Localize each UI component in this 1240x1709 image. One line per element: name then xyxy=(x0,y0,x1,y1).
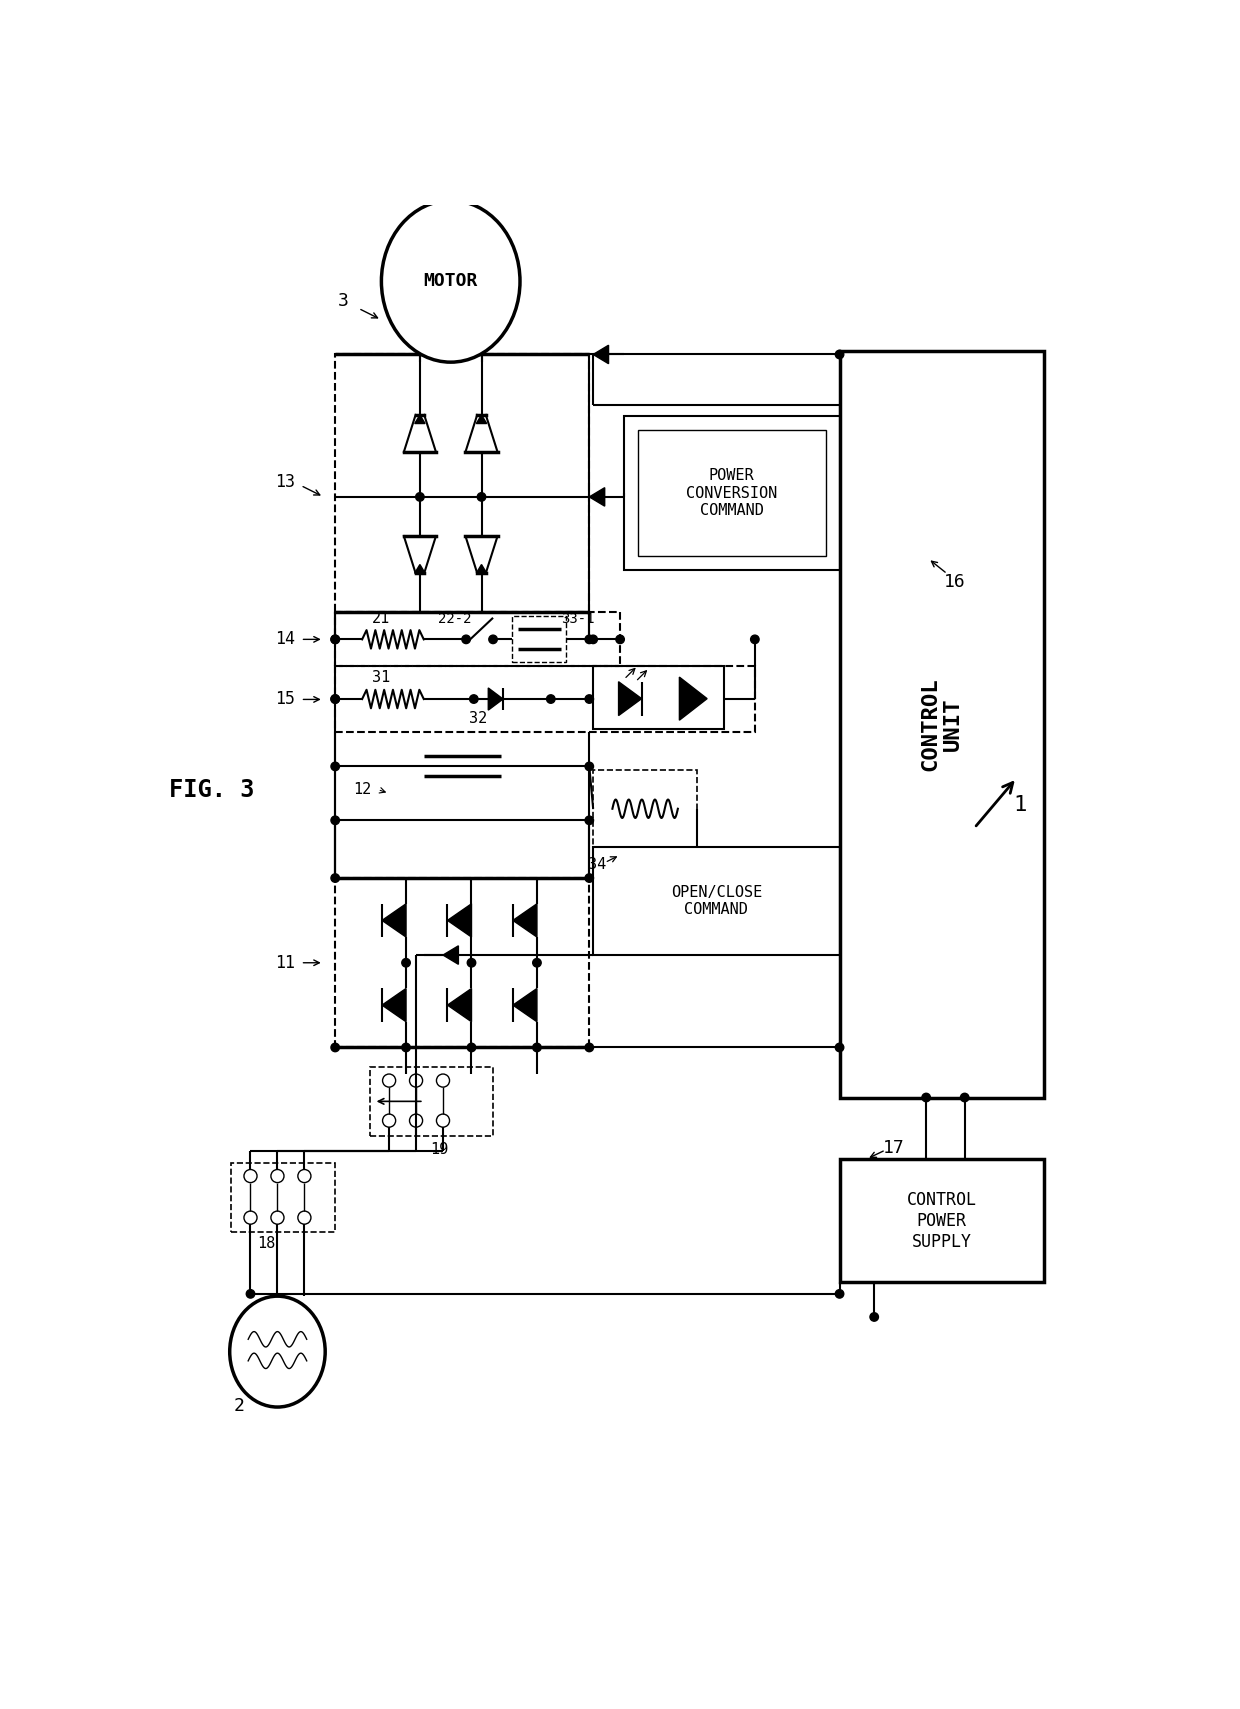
Circle shape xyxy=(331,696,340,704)
Polygon shape xyxy=(513,988,537,1022)
Polygon shape xyxy=(448,904,471,937)
Circle shape xyxy=(585,873,594,882)
Text: 2: 2 xyxy=(233,1396,244,1415)
Text: 13: 13 xyxy=(275,472,295,490)
Circle shape xyxy=(402,1042,410,1051)
Circle shape xyxy=(331,762,340,771)
Circle shape xyxy=(547,696,556,704)
Circle shape xyxy=(467,1042,476,1051)
Circle shape xyxy=(533,959,541,967)
Bar xyxy=(593,771,697,848)
Text: 32: 32 xyxy=(469,711,487,726)
Text: 3: 3 xyxy=(337,292,348,309)
Circle shape xyxy=(870,1313,878,1321)
Bar xyxy=(512,617,567,663)
Bar xyxy=(593,667,724,730)
Polygon shape xyxy=(589,487,605,506)
Circle shape xyxy=(961,1094,968,1102)
Text: MOTOR: MOTOR xyxy=(424,272,477,291)
Bar xyxy=(335,354,589,612)
Text: 14: 14 xyxy=(275,631,295,648)
Circle shape xyxy=(331,636,340,644)
Bar xyxy=(839,350,1044,1097)
Text: CONTROL
POWER
SUPPLY: CONTROL POWER SUPPLY xyxy=(906,1191,977,1251)
Circle shape xyxy=(533,1042,541,1051)
Bar xyxy=(335,878,589,1048)
Text: 33-1: 33-1 xyxy=(560,612,594,625)
Text: 11: 11 xyxy=(275,954,295,972)
Polygon shape xyxy=(680,677,707,719)
Circle shape xyxy=(402,959,410,967)
Circle shape xyxy=(247,1290,254,1299)
Ellipse shape xyxy=(382,200,520,362)
Bar xyxy=(335,612,620,667)
Bar xyxy=(370,1066,494,1136)
Polygon shape xyxy=(476,415,486,424)
Circle shape xyxy=(467,959,476,967)
Circle shape xyxy=(331,636,340,644)
Circle shape xyxy=(836,1042,843,1051)
Text: POWER
CONVERSION
COMMAND: POWER CONVERSION COMMAND xyxy=(686,468,777,518)
Text: 22-2: 22-2 xyxy=(438,612,471,625)
Circle shape xyxy=(585,762,594,771)
Polygon shape xyxy=(382,988,405,1022)
Polygon shape xyxy=(513,904,537,937)
Bar xyxy=(231,1162,335,1232)
Text: 1: 1 xyxy=(1014,795,1027,815)
Polygon shape xyxy=(414,564,425,573)
Text: 12: 12 xyxy=(353,783,371,796)
Circle shape xyxy=(585,817,594,824)
Circle shape xyxy=(836,1290,843,1299)
Bar xyxy=(624,415,839,571)
Polygon shape xyxy=(414,415,425,424)
Circle shape xyxy=(331,873,340,882)
Circle shape xyxy=(836,350,843,359)
Text: 15: 15 xyxy=(275,690,295,709)
Polygon shape xyxy=(593,345,609,364)
Circle shape xyxy=(470,696,479,704)
Text: 16: 16 xyxy=(944,573,966,591)
Polygon shape xyxy=(476,564,486,573)
Text: FIG. 3: FIG. 3 xyxy=(169,778,254,802)
Polygon shape xyxy=(382,904,405,937)
Bar xyxy=(637,431,826,555)
Circle shape xyxy=(477,492,486,501)
Circle shape xyxy=(489,636,497,644)
Bar xyxy=(839,1159,1044,1282)
Text: OPEN/CLOSE
COMMAND: OPEN/CLOSE COMMAND xyxy=(671,885,761,918)
Circle shape xyxy=(923,1094,930,1102)
Polygon shape xyxy=(619,682,641,716)
Circle shape xyxy=(331,817,340,824)
Ellipse shape xyxy=(229,1295,325,1407)
Text: 31: 31 xyxy=(372,670,391,685)
Circle shape xyxy=(585,1042,594,1051)
Circle shape xyxy=(331,1042,340,1051)
Text: 19: 19 xyxy=(430,1142,449,1157)
Bar xyxy=(593,848,839,955)
Text: CONTROL
UNIT: CONTROL UNIT xyxy=(920,677,963,771)
Circle shape xyxy=(616,636,624,644)
Circle shape xyxy=(585,696,594,704)
Text: 17: 17 xyxy=(883,1138,904,1157)
Circle shape xyxy=(331,696,340,704)
Polygon shape xyxy=(448,988,471,1022)
Circle shape xyxy=(750,636,759,644)
Circle shape xyxy=(589,636,598,644)
Text: 21: 21 xyxy=(372,612,391,625)
Circle shape xyxy=(461,636,470,644)
Text: 18: 18 xyxy=(257,1236,275,1251)
Text: 34: 34 xyxy=(588,856,606,872)
Polygon shape xyxy=(489,689,503,711)
Circle shape xyxy=(585,636,594,644)
Circle shape xyxy=(415,492,424,501)
Polygon shape xyxy=(443,945,459,964)
Bar xyxy=(335,667,755,731)
